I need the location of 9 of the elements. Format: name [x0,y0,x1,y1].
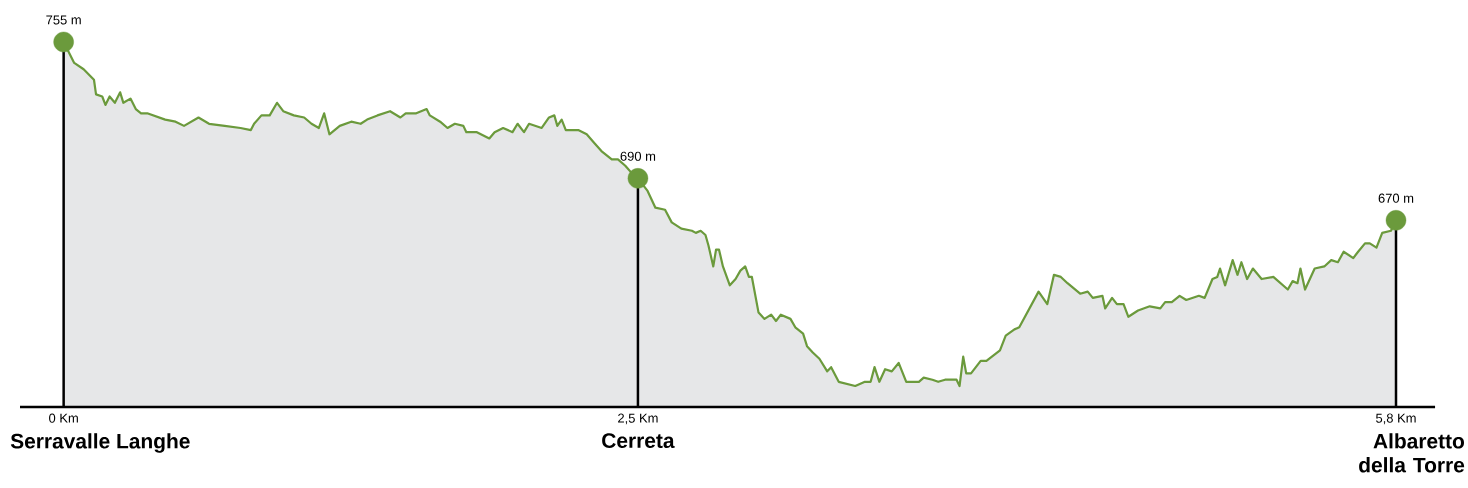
annotation: Serravalle Langhe [10,433,190,453]
data-label: 670 m [1378,193,1414,203]
annotation: Cerreta [602,433,675,449]
x-tick-label: 2,5 Km [618,413,658,425]
x-tick-label: 5,8 Km [1376,413,1416,425]
annotation: Albaretto della Torre [1359,433,1465,473]
x-tick-label: 0 Km [49,413,78,423]
data-label: 755 m [46,15,81,25]
data-label: 690 m [620,151,656,161]
